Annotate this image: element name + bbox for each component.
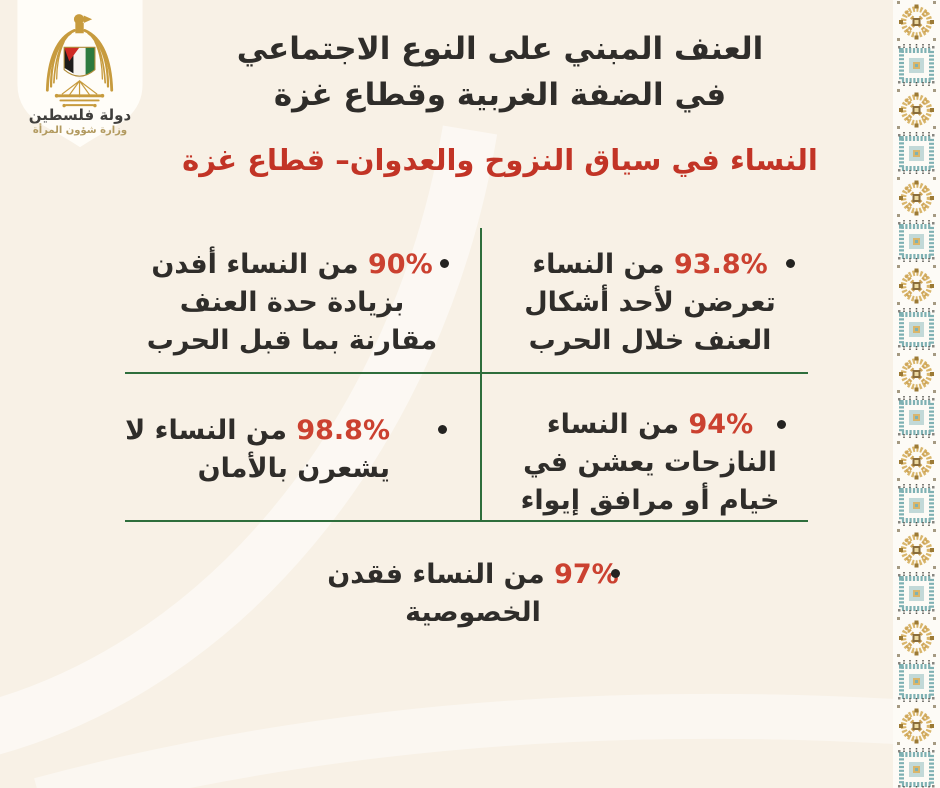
stat-line: 93.8% من النساء xyxy=(500,246,800,284)
stat-item-violence-exposure: 93.8% من النساء تعرضن لأحد أشكال العنف خ… xyxy=(500,246,800,360)
stat-line: 97% من النساء فقدن xyxy=(323,556,623,594)
tatreez-border xyxy=(893,0,940,788)
flag-shield-icon xyxy=(63,46,96,80)
stat-text: الخصوصية xyxy=(405,597,541,628)
eagle-wings xyxy=(45,29,114,92)
page-title-line1: العنف المبني على النوع الاجتماعي xyxy=(236,31,764,67)
stat-text: من النساء أفدن xyxy=(151,249,359,280)
page-title: العنف المبني على النوع الاجتماعي في الضف… xyxy=(170,26,830,118)
stat-text: تعرضن لأحد أشكال xyxy=(524,287,776,318)
stat-item-feel-unsafe: 98.8% من النساء لا يشعرن بالأمان xyxy=(88,412,447,488)
stat-text: من النساء xyxy=(532,249,665,280)
stat-text: خيام أو مرافق إيواء xyxy=(520,485,780,516)
bullet-icon xyxy=(611,569,620,578)
bullet-icon xyxy=(777,420,786,429)
grid-divider-vertical xyxy=(480,228,482,522)
stat-value: 94% xyxy=(688,409,754,440)
stat-text: من النساء xyxy=(546,409,680,440)
palestine-eagle-emblem xyxy=(17,0,143,148)
stat-line: 98.8% من النساء لا xyxy=(88,412,390,450)
stat-line: 94% من النساء xyxy=(500,406,800,444)
stat-text: من النساء فقدن xyxy=(327,559,545,590)
stat-value: 97% xyxy=(554,559,619,590)
eagle-base-curls xyxy=(54,93,105,108)
stat-item-lost-privacy: 97% من النساء فقدن الخصوصية xyxy=(323,556,623,632)
bullet-icon xyxy=(440,259,449,268)
stat-text: النازحات يعشن في xyxy=(523,447,777,478)
stat-text: يشعرن بالأمان xyxy=(197,453,390,484)
logo-org-department: وزارة شؤون المرأة xyxy=(32,125,128,136)
stat-text: من النساء لا xyxy=(125,415,287,446)
eagle-base xyxy=(57,80,102,107)
page-title-line2: في الضفة الغربية وقطاع غزة xyxy=(273,77,727,113)
grid-divider-horizontal-2 xyxy=(125,520,808,522)
logo-org-name: دولة فلسطين xyxy=(28,106,132,124)
bullet-icon xyxy=(786,259,795,268)
stat-text: العنف خلال الحرب xyxy=(528,325,772,356)
tatreez-pattern-icon xyxy=(893,0,940,788)
stat-text: مقارنة بما قبل الحرب xyxy=(146,325,438,356)
bullet-icon xyxy=(438,425,447,434)
stat-text: بزيادة حدة العنف xyxy=(179,287,405,318)
ministry-logo-badge: دولة فلسطين وزارة شؤون المرأة xyxy=(10,0,150,158)
page-subtitle: النساء في سياق النزوح والعدوان– قطاع غزة xyxy=(182,143,818,177)
eagle-head xyxy=(73,14,93,34)
stat-value: 90% xyxy=(368,249,433,280)
stat-item-violence-increase: 90% من النساء أفدن بزيادة حدة العنف مقار… xyxy=(142,246,449,360)
stat-value: 93.8% xyxy=(673,249,768,280)
grid-divider-horizontal-1 xyxy=(125,372,808,374)
stat-item-displaced-shelter: 94% من النساء النازحات يعشن في خيام أو م… xyxy=(500,406,800,520)
stat-line: 90% من النساء أفدن xyxy=(142,246,442,284)
stat-value: 98.8% xyxy=(296,415,390,446)
